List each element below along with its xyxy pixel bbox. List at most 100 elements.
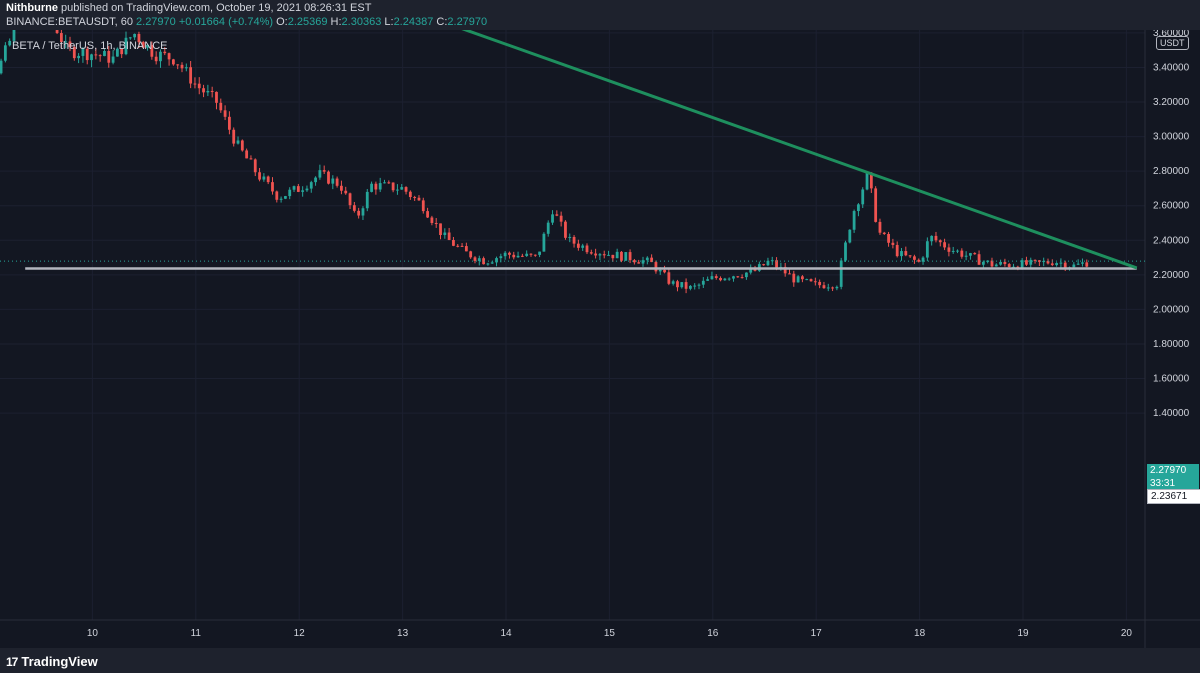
publish-header: Nithburne published on TradingView.com, … bbox=[0, 0, 1200, 30]
candle-body bbox=[176, 64, 180, 66]
candle-body bbox=[477, 258, 481, 261]
candle-body bbox=[309, 182, 313, 189]
candle-body bbox=[904, 251, 908, 256]
y-tick-label: 1.80000 bbox=[1153, 339, 1190, 350]
candle-body bbox=[499, 256, 503, 259]
candle-body bbox=[512, 254, 516, 258]
author-name[interactable]: Nithburne bbox=[6, 2, 58, 14]
candle-body bbox=[159, 51, 162, 62]
candle-body bbox=[1050, 263, 1054, 266]
candle-body bbox=[1085, 262, 1089, 267]
candle-body bbox=[439, 223, 442, 236]
x-tick-label: 12 bbox=[294, 628, 306, 639]
x-tick-label: 13 bbox=[397, 628, 409, 639]
candle-body bbox=[977, 254, 981, 265]
candle-body bbox=[813, 281, 817, 283]
candle-body bbox=[943, 242, 946, 248]
candle-body bbox=[525, 253, 529, 256]
candle-body bbox=[94, 54, 98, 56]
candle-body bbox=[361, 208, 365, 216]
tradingview-logo[interactable]: 17 TradingView bbox=[6, 654, 98, 669]
candle-body bbox=[701, 280, 705, 285]
candle-body bbox=[258, 172, 261, 180]
price-axis[interactable]: 4.600004.400004.200004.000003.800003.600… bbox=[1153, 30, 1190, 419]
candle-body bbox=[900, 251, 903, 257]
candle-body bbox=[327, 171, 330, 184]
candle-body bbox=[602, 254, 606, 256]
candle-body bbox=[796, 276, 800, 283]
candle-body bbox=[999, 261, 1002, 265]
last-price-tag: 2.27970 bbox=[1147, 464, 1199, 477]
candle-body bbox=[585, 245, 589, 253]
candle-body bbox=[396, 189, 399, 191]
candle-body bbox=[973, 253, 977, 255]
candle-body bbox=[542, 233, 546, 252]
candle-body bbox=[719, 277, 722, 281]
close-value: 2.27970 bbox=[447, 16, 488, 28]
candle-body bbox=[809, 279, 813, 282]
candle-body bbox=[331, 178, 335, 184]
candle-body bbox=[620, 251, 623, 261]
candle-body bbox=[667, 272, 671, 284]
candle-body bbox=[284, 196, 287, 199]
candle-body bbox=[340, 185, 343, 191]
candle-body bbox=[857, 204, 860, 212]
drawings[interactable] bbox=[0, 30, 1145, 270]
candle-body bbox=[663, 269, 666, 273]
x-tick-label: 15 bbox=[604, 628, 616, 639]
candle-body bbox=[55, 30, 59, 34]
y-tick-label: 3.00000 bbox=[1153, 132, 1190, 143]
candle-body bbox=[628, 252, 632, 261]
candle-body bbox=[344, 190, 348, 194]
candle-body bbox=[1059, 262, 1063, 264]
support-level-tag: 2.23671 bbox=[1147, 489, 1200, 504]
y-tick-label: 2.20000 bbox=[1153, 270, 1190, 281]
low-value: 2.24387 bbox=[393, 16, 434, 28]
candle-body bbox=[236, 140, 240, 144]
candle-body bbox=[844, 242, 847, 261]
candle-body bbox=[1046, 261, 1050, 264]
candle-body bbox=[391, 182, 395, 191]
candle-body bbox=[641, 260, 645, 264]
x-tick-label: 10 bbox=[87, 628, 99, 639]
candle-body bbox=[292, 186, 296, 190]
candle-body bbox=[688, 285, 692, 289]
candle-body bbox=[676, 281, 679, 288]
y-tick-label: 1.60000 bbox=[1153, 374, 1190, 385]
legend-title: BETA / TetherUS, 1h, BINANCE bbox=[12, 40, 168, 52]
candle-body bbox=[1029, 259, 1033, 265]
candle-body bbox=[766, 260, 770, 266]
y-tick-label: 2.60000 bbox=[1153, 201, 1190, 212]
chart-grid bbox=[0, 30, 1145, 620]
candle-body bbox=[986, 260, 990, 262]
candle-body bbox=[215, 91, 218, 103]
candle-body bbox=[564, 221, 567, 238]
candle-body bbox=[637, 262, 641, 264]
candle-body bbox=[124, 37, 128, 55]
candle-body bbox=[59, 33, 63, 43]
candle-body bbox=[383, 182, 386, 184]
candle-body bbox=[516, 255, 520, 258]
candle-body bbox=[434, 222, 438, 224]
candle-body bbox=[365, 191, 369, 209]
candle-body bbox=[706, 279, 710, 281]
candle-body bbox=[607, 254, 610, 256]
candle-body bbox=[85, 48, 89, 61]
candle-body bbox=[146, 44, 149, 48]
candle-body bbox=[456, 245, 460, 247]
candle-body bbox=[732, 276, 735, 279]
candle-body bbox=[895, 244, 899, 257]
candle-body bbox=[740, 277, 744, 279]
candle-body bbox=[352, 205, 356, 211]
candle-body bbox=[90, 54, 93, 61]
tv-logo-icon: 17 bbox=[6, 655, 18, 669]
currency-button[interactable]: USDT bbox=[1156, 36, 1189, 50]
price-change: +0.01664 (+0.74%) bbox=[178, 16, 274, 28]
candle-body bbox=[249, 158, 253, 160]
candle-body bbox=[917, 259, 921, 262]
time-axis[interactable]: 10 11 12 13 14 15 16 17 18 19 20 bbox=[87, 628, 1133, 639]
candle-body bbox=[783, 266, 787, 274]
y-tick-label: 3.20000 bbox=[1153, 97, 1190, 108]
descending-trendline[interactable] bbox=[36, 30, 1138, 270]
price-chart[interactable]: 4.600004.400004.200004.000003.800003.600… bbox=[0, 30, 1200, 648]
